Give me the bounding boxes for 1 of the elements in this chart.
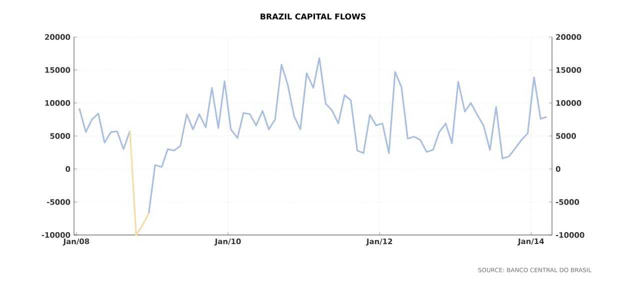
line-series — [129, 130, 150, 236]
